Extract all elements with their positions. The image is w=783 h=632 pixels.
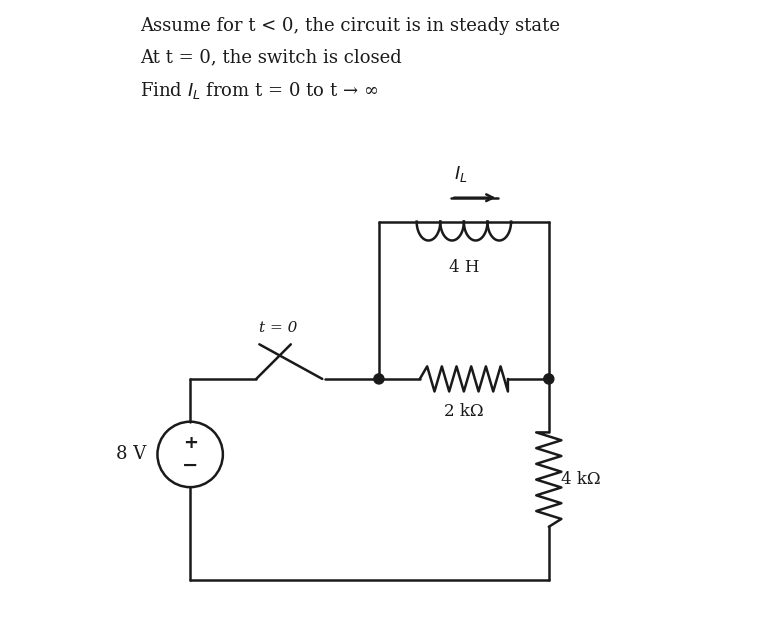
Text: −: − (182, 456, 198, 475)
Circle shape (543, 374, 554, 384)
Text: $I_L$: $I_L$ (454, 164, 467, 184)
Text: 8 V: 8 V (116, 446, 146, 463)
Text: 2 kΩ: 2 kΩ (444, 403, 484, 420)
Text: 4 kΩ: 4 kΩ (561, 471, 601, 488)
Text: Assume for t < 0, the circuit is in steady state: Assume for t < 0, the circuit is in stea… (140, 17, 560, 35)
Text: Find $I_L$ from t = 0 to t → ∞: Find $I_L$ from t = 0 to t → ∞ (140, 80, 378, 101)
Circle shape (373, 374, 384, 384)
Text: +: + (182, 434, 197, 452)
Text: t = 0: t = 0 (259, 321, 298, 335)
Text: 4 H: 4 H (449, 259, 479, 276)
Text: At t = 0, the switch is closed: At t = 0, the switch is closed (140, 49, 402, 66)
